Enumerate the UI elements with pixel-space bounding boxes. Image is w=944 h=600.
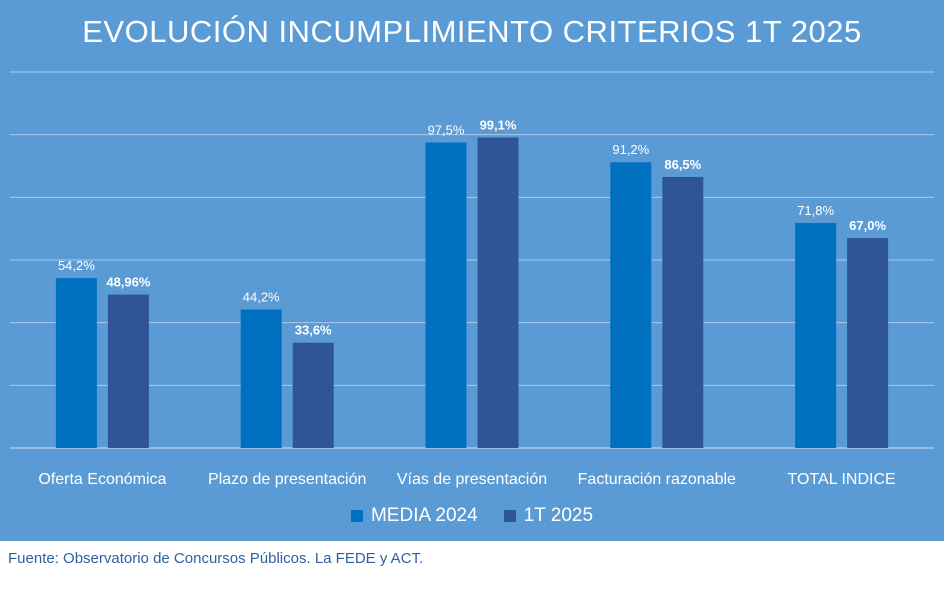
bar-media-2024-3 (610, 162, 652, 449)
data-label: 86,5% (664, 157, 701, 172)
data-label: 44,2% (243, 290, 280, 305)
bar-media-2024-1 (240, 309, 282, 448)
data-label: 91,2% (612, 142, 649, 157)
chart-title: EVOLUCIÓN INCUMPLIMIENTO CRITERIOS 1T 20… (82, 14, 862, 49)
bar-chart: 54,2% 48,96% Oferta Económica 44,2% 33,6% Pla… (10, 71, 934, 488)
data-label: 33,6% (295, 323, 332, 338)
legend-item-media-2024: MEDIA 2024 (350, 505, 478, 527)
bar-1t-2025-2 (477, 137, 519, 448)
data-label: 99,1% (480, 117, 517, 132)
chart-area: EVOLUCIÓN INCUMPLIMIENTO CRITERIOS 1T 20… (0, 0, 944, 541)
bar-1t-2025-3 (662, 176, 704, 448)
bar-1t-2025-1 (292, 342, 334, 448)
source-note: Fuente: Observatorio de Concursos Públic… (8, 550, 424, 567)
data-label: 67,0% (849, 218, 886, 233)
category-label: Oferta Económica (38, 471, 166, 488)
legend-item-1t-2025: 1T 2025 (503, 505, 594, 527)
category-label: Facturación razonable (578, 471, 736, 488)
legend: MEDIA 2024 1T 2025 (0, 505, 944, 527)
bar-media-2024-2 (425, 142, 467, 448)
data-label: 97,5% (428, 123, 465, 138)
bar-media-2024-4 (795, 223, 837, 448)
category-label: Plazo de presentación (208, 471, 366, 488)
category-label: TOTAL INDICE (788, 471, 896, 488)
legend-label-media-2024: MEDIA 2024 (370, 505, 478, 526)
legend-label-1t-2025: 1T 2025 (523, 505, 594, 526)
data-label: 48,96% (106, 275, 151, 290)
bar-1t-2025-4 (847, 238, 889, 448)
bar-1t-2025-0 (107, 294, 149, 448)
category-label: Vías de presentación (397, 471, 547, 488)
legend-swatch-1t-2025 (503, 510, 516, 522)
legend-swatch-media-2024 (350, 510, 363, 522)
data-label: 54,2% (58, 258, 95, 273)
bar-media-2024-0 (55, 278, 97, 448)
data-label: 71,8% (797, 203, 834, 218)
